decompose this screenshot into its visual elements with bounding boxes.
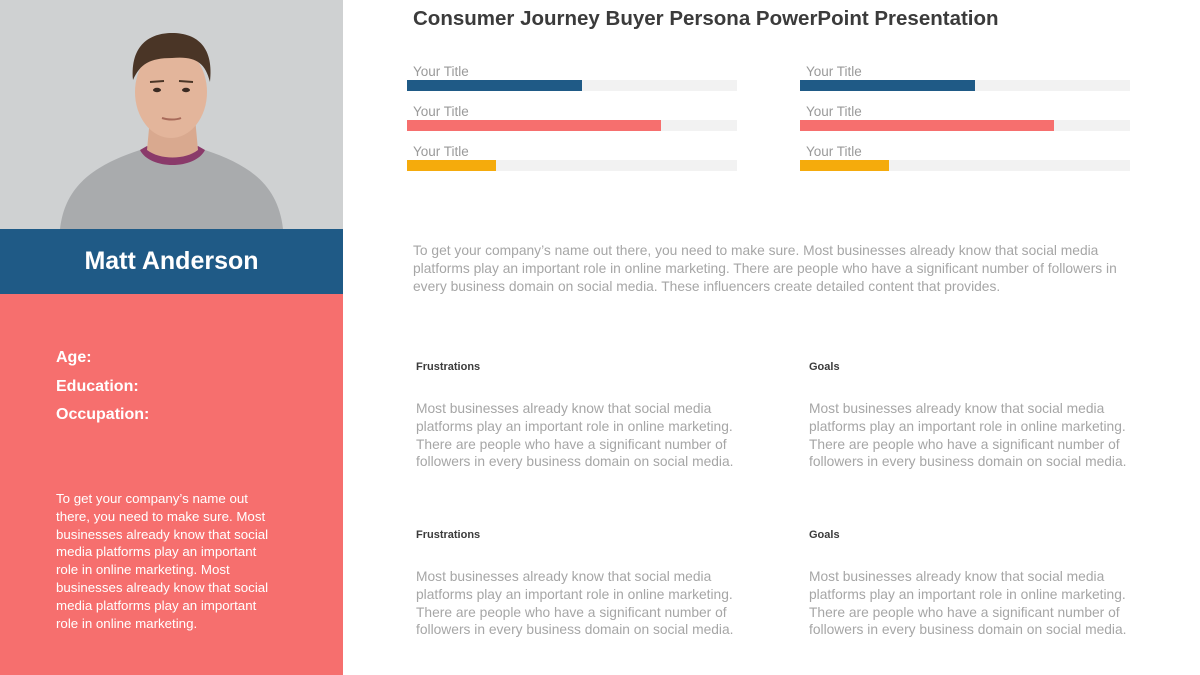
person-illustration xyxy=(0,0,343,229)
progress-fill xyxy=(407,80,582,91)
persona-description: To get your company’s name out there, yo… xyxy=(56,491,269,631)
persona-name: Matt Anderson xyxy=(84,247,259,275)
persona-fields: Age: Education: Occupation: xyxy=(56,344,149,430)
frustrations-block: Frustrations Most businesses already kno… xyxy=(416,361,761,471)
block-text: Most businesses already know that social… xyxy=(809,401,1127,470)
block-title: Frustrations xyxy=(416,361,481,373)
persona-panel: Matt Anderson Age: Education: Occupation… xyxy=(0,0,343,675)
progress-item: Your Title xyxy=(800,104,1130,144)
progress-item: Your Title xyxy=(407,64,737,104)
progress-label: Your Title xyxy=(806,64,862,79)
progress-item: Your Title xyxy=(407,144,737,184)
goals-block: Goals Most businesses already know that … xyxy=(809,529,1154,639)
education-label: Education: xyxy=(56,377,139,395)
occupation-label: Occupation: xyxy=(56,406,150,423)
frustrations-block: Frustrations Most businesses already kno… xyxy=(416,529,761,639)
block-title: Goals xyxy=(809,361,840,373)
progress-label: Your Title xyxy=(413,64,469,79)
block-text: Most businesses already know that social… xyxy=(416,569,734,638)
progress-fill xyxy=(407,160,497,171)
progress-item: Your Title xyxy=(800,64,1130,104)
progress-fill xyxy=(800,80,975,91)
block-text: Most businesses already know that social… xyxy=(416,401,734,470)
age-label: Age: xyxy=(56,349,92,366)
persona-photo xyxy=(0,0,343,229)
block-title: Frustrations xyxy=(416,529,481,541)
progress-item: Your Title xyxy=(407,104,737,144)
progress-label: Your Title xyxy=(806,144,862,159)
name-banner: Matt Anderson xyxy=(0,229,343,294)
intro-paragraph: To get your company’s name out there, yo… xyxy=(413,243,1117,294)
progress-column-left: Your Title Your Title Your Title xyxy=(407,64,737,184)
goals-block: Goals Most businesses already know that … xyxy=(809,361,1154,471)
progress-track xyxy=(800,160,1130,171)
block-text: Most businesses already know that social… xyxy=(809,569,1127,638)
block-title: Goals xyxy=(809,529,840,541)
progress-column-right: Your Title Your Title Your Title xyxy=(800,64,1130,184)
progress-track xyxy=(407,80,737,91)
progress-fill xyxy=(407,120,662,131)
progress-track xyxy=(407,160,737,171)
progress-item: Your Title xyxy=(800,144,1130,184)
progress-label: Your Title xyxy=(413,104,469,119)
progress-fill xyxy=(800,120,1055,131)
progress-label: Your Title xyxy=(806,104,862,119)
persona-info-panel: Age: Education: Occupation: To get your … xyxy=(0,294,343,675)
progress-track xyxy=(800,80,1130,91)
progress-fill xyxy=(800,160,890,171)
progress-track xyxy=(407,120,737,131)
page-title: Consumer Journey Buyer Persona PowerPoin… xyxy=(413,7,999,30)
progress-label: Your Title xyxy=(413,144,469,159)
progress-track xyxy=(800,120,1130,131)
